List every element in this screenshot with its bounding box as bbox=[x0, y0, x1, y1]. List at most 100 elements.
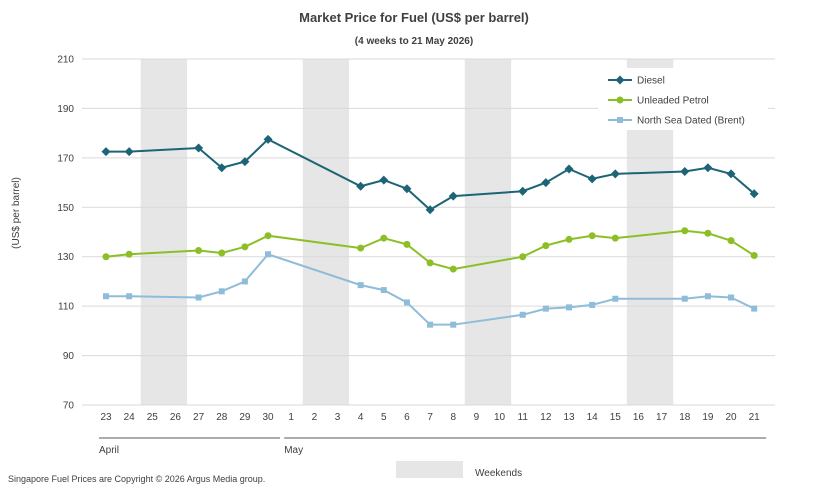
x-tick-label: 10 bbox=[494, 412, 506, 423]
data-point-circle bbox=[264, 232, 272, 240]
copyright-note: Singapore Fuel Prices are Copyright © 20… bbox=[8, 474, 265, 484]
x-tick-label: 26 bbox=[170, 412, 182, 423]
x-tick-label: 24 bbox=[124, 412, 136, 423]
data-point-diamond bbox=[610, 169, 620, 179]
data-point-circle bbox=[426, 259, 434, 267]
x-tick-label: 28 bbox=[216, 412, 228, 423]
x-tick-label: 6 bbox=[404, 412, 410, 423]
data-point-square bbox=[728, 294, 735, 301]
x-tick-label: 29 bbox=[239, 412, 251, 423]
month-label: April bbox=[99, 445, 119, 456]
data-point-square bbox=[265, 251, 272, 258]
y-tick-label: 170 bbox=[57, 153, 74, 164]
x-tick-label: 18 bbox=[679, 412, 691, 423]
data-point-square bbox=[519, 311, 526, 318]
legend-label: Diesel bbox=[637, 76, 665, 87]
data-point-diamond bbox=[703, 163, 713, 173]
data-point-circle bbox=[357, 244, 365, 252]
data-point-circle bbox=[380, 234, 388, 242]
x-tick-label: 27 bbox=[193, 412, 205, 423]
data-point-circle bbox=[565, 235, 573, 243]
y-tick-label: 210 bbox=[57, 55, 74, 66]
data-point-circle bbox=[542, 242, 550, 250]
x-tick-label: 7 bbox=[427, 412, 433, 423]
data-point-diamond bbox=[379, 175, 389, 185]
chart-title: Market Price for Fuel (US$ per barrel) bbox=[299, 10, 529, 25]
data-point-square bbox=[589, 301, 596, 308]
data-point-diamond bbox=[680, 166, 690, 176]
data-point-square bbox=[380, 287, 387, 294]
x-tick-label: 12 bbox=[540, 412, 552, 423]
data-point-circle bbox=[102, 253, 110, 261]
x-tick-label: 11 bbox=[518, 412, 529, 423]
data-point-square bbox=[617, 117, 623, 123]
data-point-square bbox=[612, 295, 619, 302]
data-point-circle bbox=[750, 251, 758, 259]
x-tick-label: 1 bbox=[288, 412, 294, 423]
month-axis: April May bbox=[99, 437, 767, 456]
x-tick-label: 13 bbox=[563, 412, 575, 423]
x-tick-label: 14 bbox=[587, 412, 599, 423]
weekend-legend-label: Weekends bbox=[475, 468, 522, 479]
x-tick-label: 4 bbox=[358, 412, 364, 423]
y-tick-label: 70 bbox=[63, 401, 75, 412]
x-tick-label: 15 bbox=[610, 412, 622, 423]
series-line bbox=[106, 138, 755, 211]
data-point-square bbox=[681, 295, 688, 302]
x-tick-label: 25 bbox=[147, 412, 159, 423]
data-point-circle bbox=[519, 253, 527, 261]
data-point-square bbox=[751, 305, 758, 312]
x-tick-label: 5 bbox=[381, 412, 387, 423]
data-point-square bbox=[218, 288, 225, 295]
data-point-square bbox=[566, 304, 572, 311]
y-tick-label: 90 bbox=[63, 351, 75, 362]
x-tick-label: 9 bbox=[474, 412, 480, 423]
data-point-diamond bbox=[263, 134, 273, 144]
data-point-diamond bbox=[564, 164, 574, 174]
data-point-square bbox=[427, 321, 434, 328]
series-line bbox=[105, 229, 755, 271]
x-tick-label: 20 bbox=[725, 412, 737, 423]
data-point-square bbox=[126, 293, 133, 300]
y-axis-label: (US$ per barrel) bbox=[11, 177, 22, 249]
data-point-circle bbox=[704, 229, 712, 237]
data-point-circle bbox=[588, 232, 596, 240]
data-point-diamond bbox=[217, 163, 227, 173]
data-point-square bbox=[357, 282, 364, 289]
data-point-circle bbox=[241, 243, 249, 251]
x-tick-label: 2 bbox=[312, 412, 318, 423]
data-point-diamond bbox=[587, 174, 597, 184]
y-tick-label: 110 bbox=[58, 302, 74, 313]
data-point-diamond bbox=[101, 147, 111, 157]
data-point-diamond bbox=[356, 181, 366, 191]
data-point-square bbox=[241, 278, 248, 285]
data-point-circle bbox=[449, 265, 457, 273]
series bbox=[103, 251, 758, 328]
legend-label: Unleaded Petrol bbox=[637, 96, 709, 107]
y-axis-ticks: 70 90 110 130 150 170 190 210 bbox=[57, 55, 74, 412]
data-point-square bbox=[195, 294, 202, 301]
x-tick-label: 21 bbox=[749, 412, 761, 423]
data-point-square bbox=[704, 293, 711, 300]
data-point-diamond bbox=[541, 178, 551, 188]
weekend-bands bbox=[140, 59, 674, 405]
data-point-diamond bbox=[615, 75, 625, 85]
legend-label: North Sea Dated (Brent) bbox=[637, 116, 745, 127]
data-point-circle bbox=[616, 96, 624, 104]
data-point-square bbox=[450, 321, 457, 328]
series-line bbox=[106, 253, 755, 326]
data-point-diamond bbox=[402, 184, 412, 194]
series bbox=[101, 134, 759, 215]
data-point-diamond bbox=[518, 186, 528, 196]
y-tick-label: 150 bbox=[57, 203, 74, 214]
data-point-diamond bbox=[448, 191, 458, 201]
data-point-diamond bbox=[124, 147, 134, 157]
weekend-band bbox=[302, 59, 350, 405]
x-tick-label: 23 bbox=[100, 412, 112, 423]
data-point-diamond bbox=[749, 189, 759, 199]
data-point-circle bbox=[611, 234, 619, 242]
series-group bbox=[101, 134, 759, 328]
y-tick-label: 190 bbox=[57, 104, 74, 115]
x-axis-ticks: 23 24 25 26 27 28 29 30 1 2 3 4 5 6 7 8 9 10 11 12 13 14 15 16 1… bbox=[100, 412, 760, 423]
